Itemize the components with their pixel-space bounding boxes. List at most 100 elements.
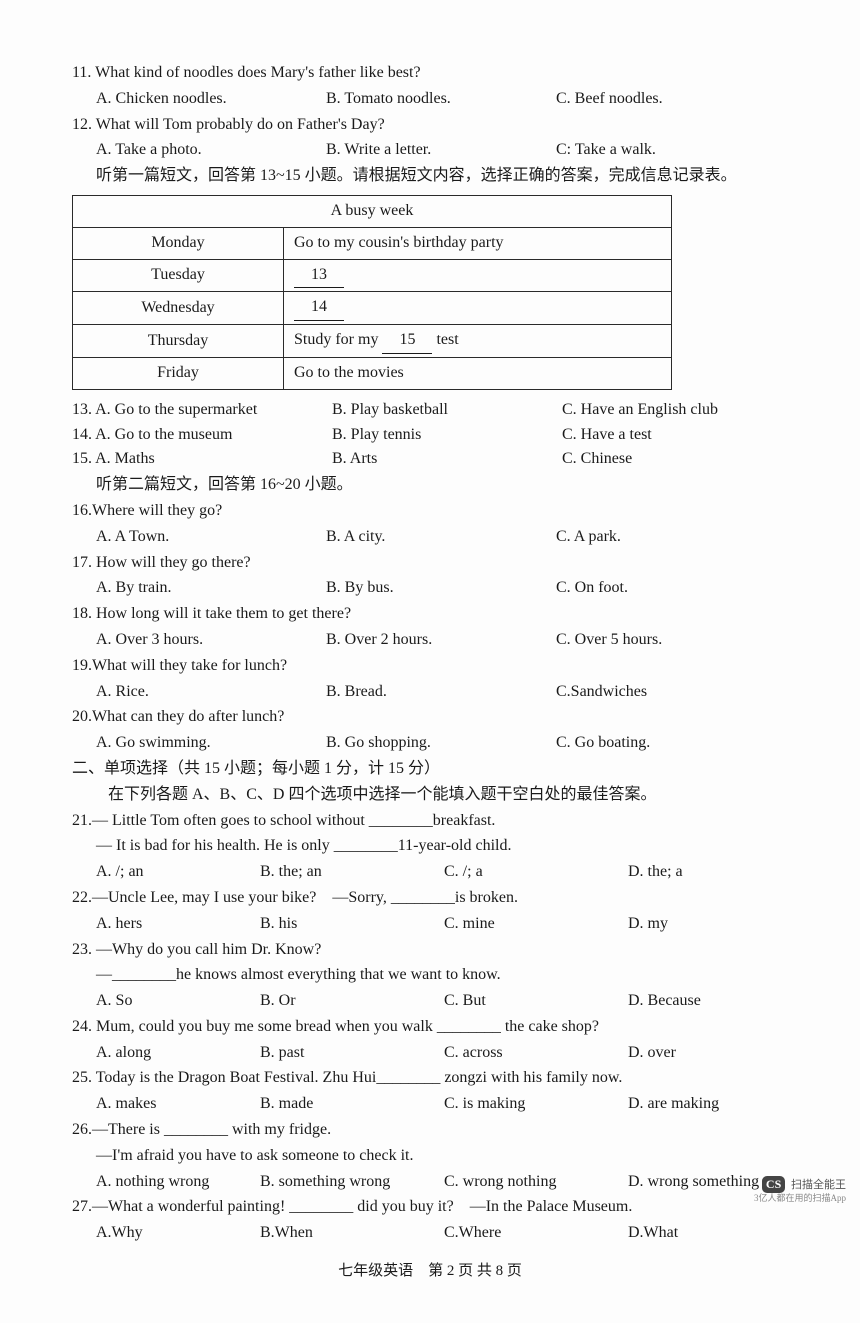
- activity-cell: Go to the movies: [284, 357, 672, 389]
- q17-c: C. On foot.: [556, 576, 788, 601]
- q23-a: A. So: [96, 989, 256, 1014]
- section2-title: 二、单项选择（共 15 小题；每小题 1 分，计 15 分）: [72, 757, 788, 782]
- q26-l2: —I'm afraid you have to ask someone to c…: [72, 1144, 788, 1169]
- q23-options: A. So B. Or C. But D. Because: [72, 989, 788, 1014]
- q24-options: A. along B. past C. across D. over: [72, 1041, 788, 1066]
- q25-options: A. makes B. made C. is making D. are mak…: [72, 1092, 788, 1117]
- activity-cell: Study for my 15 test: [284, 325, 672, 358]
- q20-b: B. Go shopping.: [326, 731, 556, 756]
- q13-b: B. Play basketball: [332, 398, 562, 423]
- q11-options: A. Chicken noodles. B. Tomato noodles. C…: [72, 87, 788, 112]
- passage1-intro: 听第一篇短文，回答第 13~15 小题。请根据短文内容，选择正确的答案，完成信息…: [72, 164, 788, 189]
- q26-c: C. wrong nothing: [444, 1170, 624, 1195]
- q13-c: C. Have an English club: [562, 398, 718, 423]
- q23-d: D. Because: [628, 989, 778, 1014]
- q17-b: B. By bus.: [326, 576, 556, 601]
- q20-options: A. Go swimming. B. Go shopping. C. Go bo…: [72, 731, 788, 756]
- q11-text: 11. What kind of noodles does Mary's fat…: [72, 61, 788, 86]
- q18-c: C. Over 5 hours.: [556, 628, 788, 653]
- q24-b: B. past: [260, 1041, 440, 1066]
- activity-text: Go to my cousin's birthday party: [294, 234, 504, 251]
- q21-options: A. /; an B. the; an C. /; a D. the; a: [72, 860, 788, 885]
- q22-d: D. my: [628, 912, 778, 937]
- q21-c: C. /; a: [444, 860, 624, 885]
- activity-text: Go to the movies: [294, 364, 404, 381]
- table-title: A busy week: [73, 195, 672, 227]
- q26-options: A. nothing wrong B. something wrong C. w…: [72, 1170, 788, 1195]
- q16-options: A. A Town. B. A city. C. A park.: [72, 525, 788, 550]
- q19-text: 19.What will they take for lunch?: [72, 654, 788, 679]
- table-row: Tuesday 13: [73, 259, 672, 292]
- q14-options: 14. A. Go to the museum B. Play tennis C…: [72, 423, 788, 448]
- q11-a: A. Chicken noodles.: [96, 87, 326, 112]
- q12-c: C: Take a walk.: [556, 138, 788, 163]
- q24-c: C. across: [444, 1041, 624, 1066]
- q20-c: C. Go boating.: [556, 731, 788, 756]
- q23-l2: —________he knows almost everything that…: [72, 963, 788, 988]
- q19-a: A. Rice.: [96, 680, 326, 705]
- q22-options: A. hers B. his C. mine D. my: [72, 912, 788, 937]
- q27-b: B.When: [260, 1221, 440, 1246]
- q14-b: B. Play tennis: [332, 423, 562, 448]
- q23-c: C. But: [444, 989, 624, 1014]
- q27-d: D.What: [628, 1221, 778, 1246]
- q23-l1: 23. —Why do you call him Dr. Know?: [72, 938, 788, 963]
- watermark-badge: CS: [762, 1176, 785, 1194]
- q22-l1: 22.—Uncle Lee, may I use your bike? —Sor…: [72, 886, 788, 911]
- activity-pre: Study for my: [294, 331, 382, 348]
- q25-d: D. are making: [628, 1092, 778, 1117]
- q15-options: 15. A. Maths B. Arts C. Chinese: [72, 447, 788, 472]
- passage2-intro: 听第二篇短文，回答第 16~20 小题。: [72, 473, 788, 498]
- q21-a: A. /; an: [96, 860, 256, 885]
- day-cell: Wednesday: [73, 292, 284, 325]
- q24-a: A. along: [96, 1041, 256, 1066]
- q26-a: A. nothing wrong: [96, 1170, 256, 1195]
- q12-options: A. Take a photo. B. Write a letter. C: T…: [72, 138, 788, 163]
- q11-c: C. Beef noodles.: [556, 87, 788, 112]
- day-cell: Tuesday: [73, 259, 284, 292]
- blank-13: 13: [294, 263, 344, 289]
- q20-a: A. Go swimming.: [96, 731, 326, 756]
- q25-l1: 25. Today is the Dragon Boat Festival. Z…: [72, 1066, 788, 1091]
- q12-text: 12. What will Tom probably do on Father'…: [72, 113, 788, 138]
- q13-a: 13. A. Go to the supermarket: [72, 398, 332, 423]
- q21-b: B. the; an: [260, 860, 440, 885]
- q25-c: C. is making: [444, 1092, 624, 1117]
- q25-b: B. made: [260, 1092, 440, 1117]
- q17-a: A. By train.: [96, 576, 326, 601]
- table-row: Thursday Study for my 15 test: [73, 325, 672, 358]
- q22-b: B. his: [260, 912, 440, 937]
- watermark-title: 扫描全能王: [791, 1179, 846, 1191]
- q21-d: D. the; a: [628, 860, 778, 885]
- scanner-watermark: CS 扫描全能王 3亿人都在用的扫描App: [754, 1176, 846, 1205]
- exam-page: 11. What kind of noodles does Mary's fat…: [0, 0, 860, 1323]
- q20-text: 20.What can they do after lunch?: [72, 705, 788, 730]
- q24-d: D. over: [628, 1041, 778, 1066]
- blank-15: 15: [382, 328, 432, 354]
- q19-options: A. Rice. B. Bread. C.Sandwiches: [72, 680, 788, 705]
- q14-c: C. Have a test: [562, 423, 652, 448]
- watermark-sub: 3亿人都在用的扫描App: [754, 1193, 846, 1205]
- q16-text: 16.Where will they go?: [72, 499, 788, 524]
- q26-b: B. something wrong: [260, 1170, 440, 1195]
- section2-sub: 在下列各题 A、B、C、D 四个选项中选择一个能填入题干空白处的最佳答案。: [72, 783, 788, 808]
- q12-b: B. Write a letter.: [326, 138, 556, 163]
- q27-c: C.Where: [444, 1221, 624, 1246]
- busy-week-table: A busy week Monday Go to my cousin's bir…: [72, 195, 672, 390]
- q18-b: B. Over 2 hours.: [326, 628, 556, 653]
- page-footer: 七年级英语 第 2 页 共 8 页: [72, 1260, 788, 1283]
- q24-l1: 24. Mum, could you buy me some bread whe…: [72, 1015, 788, 1040]
- q17-text: 17. How will they go there?: [72, 551, 788, 576]
- q14-a: 14. A. Go to the museum: [72, 423, 332, 448]
- q19-c: C.Sandwiches: [556, 680, 788, 705]
- q18-a: A. Over 3 hours.: [96, 628, 326, 653]
- q11-b: B. Tomato noodles.: [326, 87, 556, 112]
- activity-cell: 13: [284, 259, 672, 292]
- q26-l1: 26.—There is ________ with my fridge.: [72, 1118, 788, 1143]
- q18-text: 18. How long will it take them to get th…: [72, 602, 788, 627]
- activity-cell: 14: [284, 292, 672, 325]
- q19-b: B. Bread.: [326, 680, 556, 705]
- q23-b: B. Or: [260, 989, 440, 1014]
- table-row: Wednesday 14: [73, 292, 672, 325]
- table-row: Monday Go to my cousin's birthday party: [73, 227, 672, 259]
